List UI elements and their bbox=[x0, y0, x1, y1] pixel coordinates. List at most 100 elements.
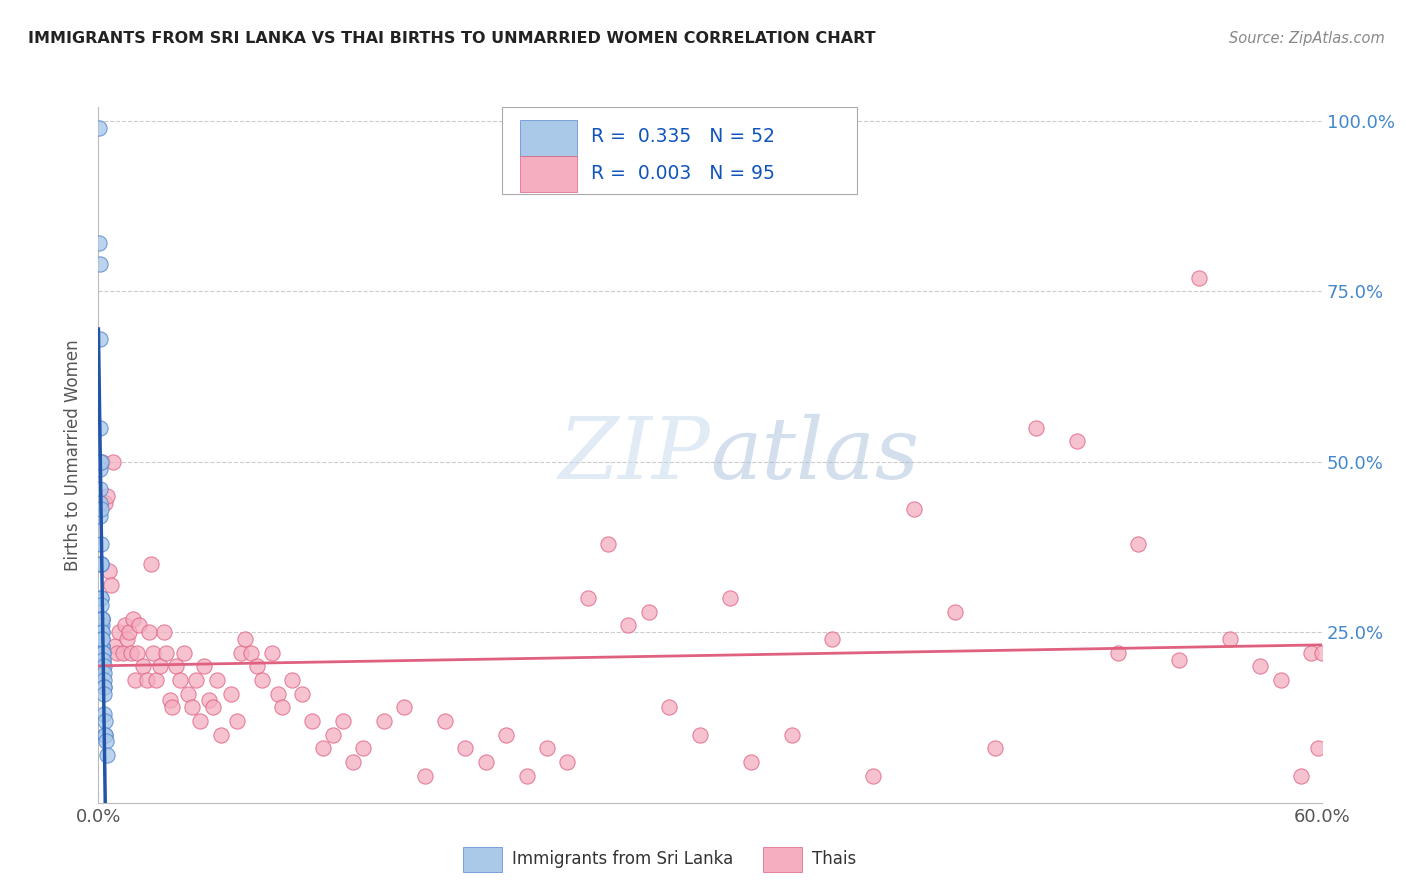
Point bbox=[89, 332, 111, 346]
FancyBboxPatch shape bbox=[762, 847, 801, 871]
Point bbox=[91, 652, 114, 666]
Point bbox=[495, 728, 517, 742]
Point bbox=[90, 536, 112, 550]
Point bbox=[94, 734, 117, 748]
Point bbox=[193, 659, 215, 673]
Point bbox=[197, 693, 219, 707]
Point bbox=[90, 557, 112, 571]
Point bbox=[373, 714, 395, 728]
Point bbox=[181, 700, 204, 714]
Point bbox=[209, 728, 232, 742]
Point bbox=[413, 768, 436, 782]
FancyBboxPatch shape bbox=[520, 120, 576, 156]
Point bbox=[91, 646, 114, 660]
Point bbox=[114, 618, 136, 632]
Point bbox=[186, 673, 208, 687]
Point bbox=[93, 666, 115, 681]
Point bbox=[90, 612, 112, 626]
Point bbox=[658, 700, 681, 714]
Point bbox=[89, 496, 111, 510]
Point bbox=[638, 605, 661, 619]
Point bbox=[332, 714, 354, 728]
Point bbox=[598, 536, 620, 550]
Point bbox=[93, 687, 115, 701]
Point bbox=[91, 612, 114, 626]
Point bbox=[90, 598, 112, 612]
Point bbox=[312, 741, 335, 756]
Point bbox=[201, 700, 224, 714]
Point bbox=[132, 659, 155, 673]
Point bbox=[160, 700, 183, 714]
Point bbox=[270, 700, 294, 714]
Point bbox=[89, 236, 111, 251]
Point bbox=[89, 455, 111, 469]
Point bbox=[1188, 270, 1211, 285]
Point bbox=[89, 257, 111, 271]
Point bbox=[94, 728, 117, 742]
Point bbox=[96, 489, 118, 503]
Point bbox=[105, 646, 128, 660]
Point bbox=[124, 673, 146, 687]
Point bbox=[943, 605, 966, 619]
Text: R =  0.335   N = 52: R = 0.335 N = 52 bbox=[592, 128, 775, 146]
Point bbox=[136, 673, 159, 687]
Point bbox=[474, 755, 498, 769]
Point bbox=[1025, 420, 1047, 434]
Point bbox=[89, 461, 111, 475]
Point bbox=[118, 625, 141, 640]
Point bbox=[89, 420, 111, 434]
Point bbox=[89, 120, 111, 135]
Point bbox=[89, 509, 111, 524]
Point bbox=[127, 646, 149, 660]
Point bbox=[281, 673, 304, 687]
Text: R =  0.003   N = 95: R = 0.003 N = 95 bbox=[592, 163, 775, 183]
Point bbox=[246, 659, 269, 673]
Point bbox=[780, 728, 803, 742]
Point bbox=[177, 687, 200, 701]
Y-axis label: Births to Unmarried Women: Births to Unmarried Women bbox=[65, 339, 83, 571]
Text: Immigrants from Sri Lanka: Immigrants from Sri Lanka bbox=[512, 850, 733, 868]
Point bbox=[142, 646, 165, 660]
Point bbox=[159, 693, 181, 707]
Point bbox=[91, 632, 114, 646]
Point bbox=[101, 455, 124, 469]
Point bbox=[720, 591, 742, 606]
Point bbox=[536, 741, 558, 756]
Point bbox=[984, 741, 1007, 756]
Point bbox=[100, 577, 122, 591]
Point bbox=[188, 714, 212, 728]
Point bbox=[111, 646, 134, 660]
Point bbox=[115, 632, 138, 646]
Point bbox=[173, 646, 195, 660]
Text: Source: ZipAtlas.com: Source: ZipAtlas.com bbox=[1229, 31, 1385, 46]
Point bbox=[434, 714, 457, 728]
Text: Thais: Thais bbox=[811, 850, 856, 868]
Point bbox=[1301, 646, 1323, 660]
Point bbox=[96, 747, 118, 762]
Point bbox=[122, 612, 145, 626]
Point bbox=[90, 612, 112, 626]
Point bbox=[90, 557, 112, 571]
Point bbox=[93, 714, 115, 728]
Point bbox=[233, 632, 256, 646]
Text: ZIP: ZIP bbox=[558, 414, 710, 496]
Point bbox=[152, 625, 174, 640]
Point bbox=[322, 728, 344, 742]
Point bbox=[108, 625, 131, 640]
Point bbox=[90, 591, 112, 606]
Point bbox=[821, 632, 844, 646]
Point bbox=[90, 557, 112, 571]
Point bbox=[352, 741, 374, 756]
Point bbox=[91, 625, 114, 640]
Point bbox=[240, 646, 263, 660]
Point bbox=[90, 502, 112, 516]
Point bbox=[145, 673, 167, 687]
Point bbox=[90, 618, 112, 632]
Point bbox=[219, 687, 242, 701]
FancyBboxPatch shape bbox=[502, 107, 856, 194]
Point bbox=[97, 564, 120, 578]
Point bbox=[93, 496, 115, 510]
Point bbox=[93, 707, 115, 722]
Point bbox=[91, 652, 114, 666]
Point bbox=[91, 646, 114, 660]
